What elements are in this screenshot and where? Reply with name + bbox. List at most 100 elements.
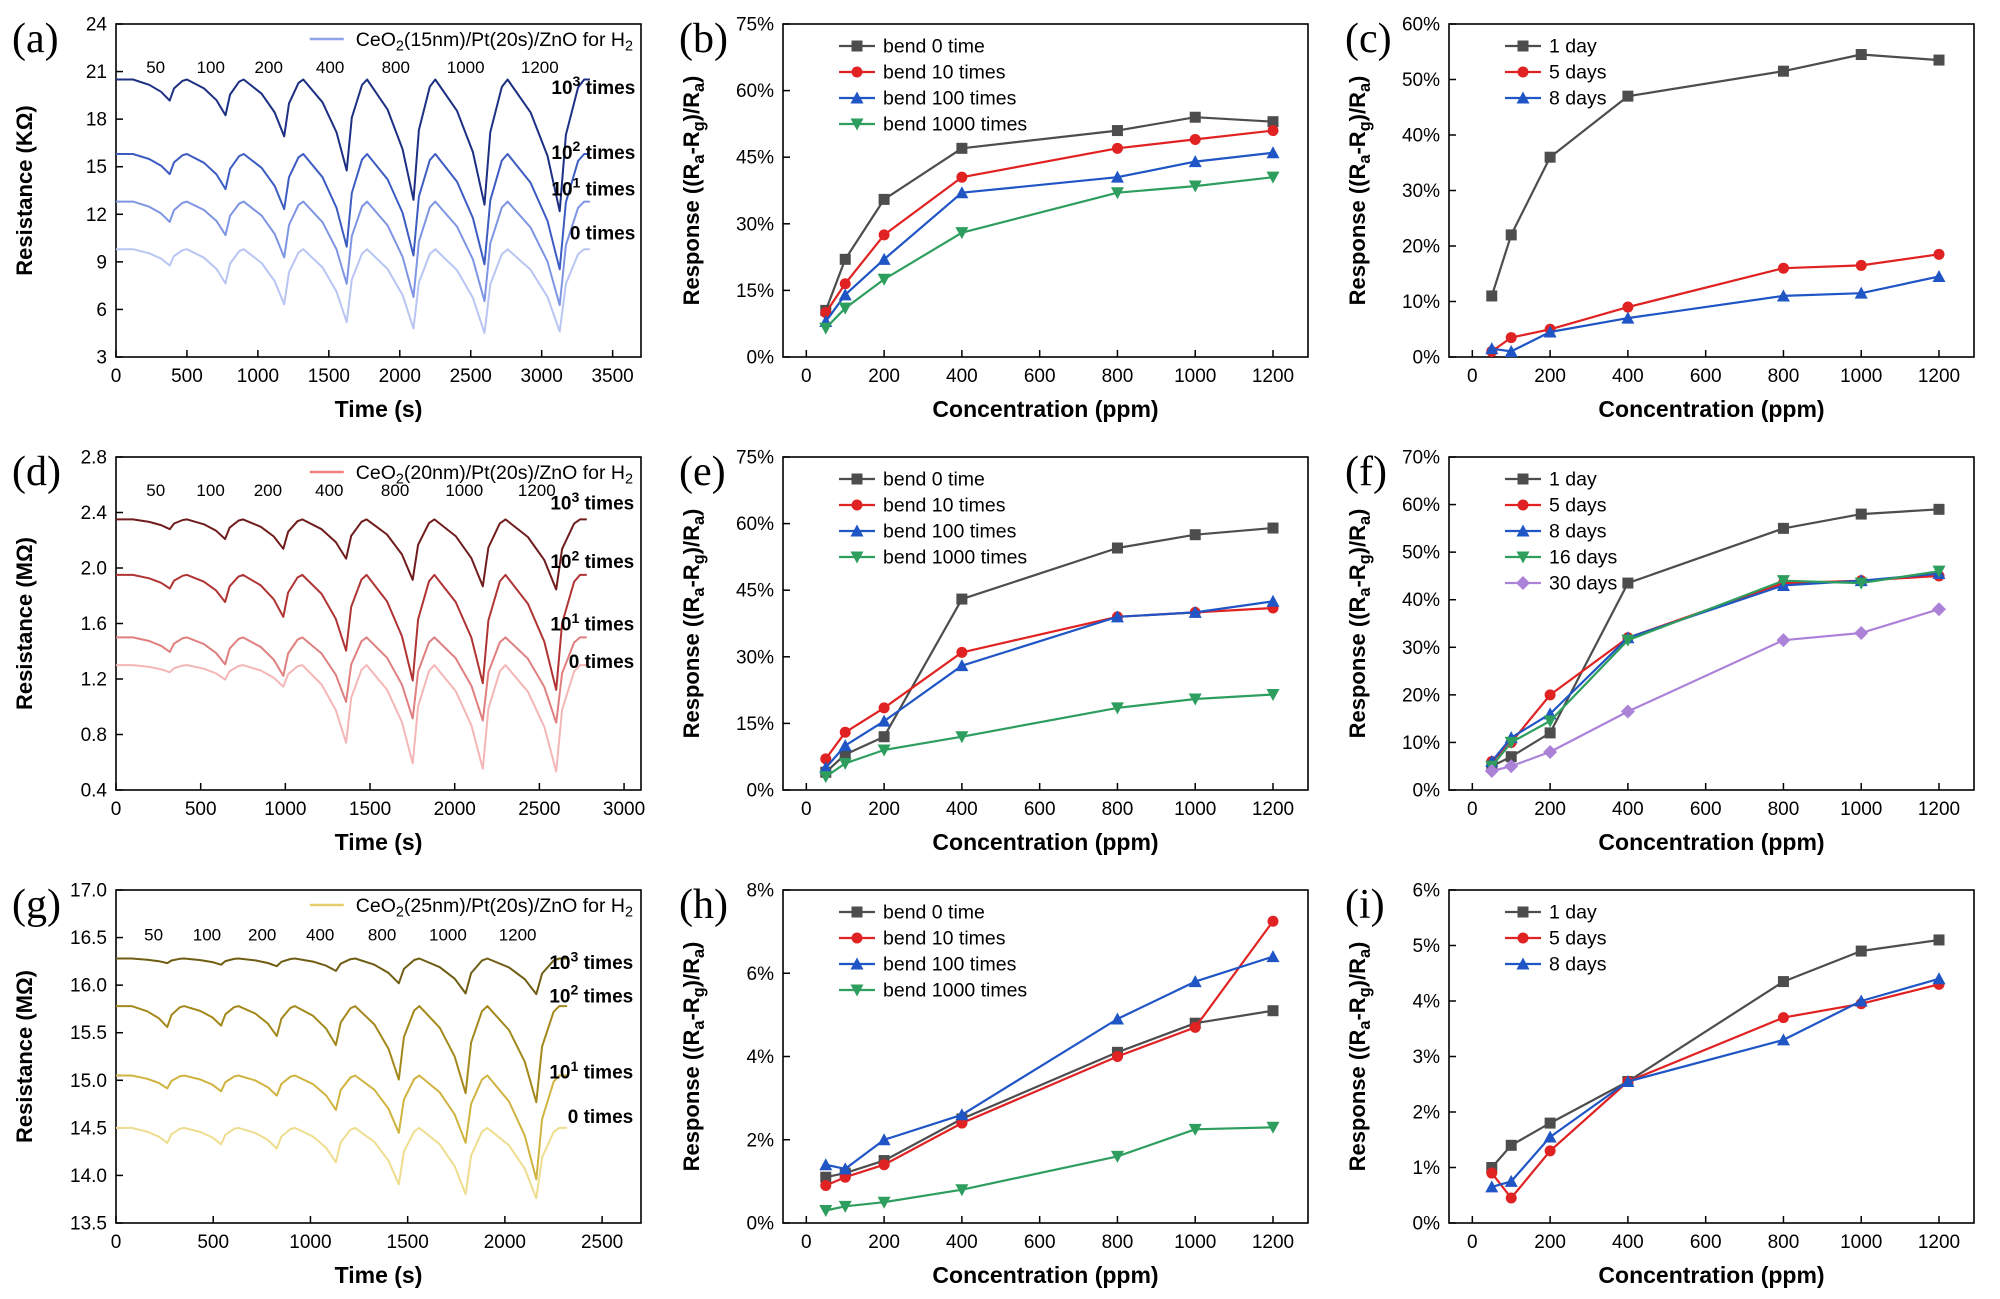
svg-text:16.0: 16.0 <box>70 976 107 997</box>
svg-text:100: 100 <box>193 925 221 944</box>
svg-text:0%: 0% <box>746 781 774 802</box>
svg-text:1 day: 1 day <box>1549 36 1597 58</box>
svg-text:4%: 4% <box>746 1047 774 1068</box>
svg-text:1000: 1000 <box>445 481 483 500</box>
svg-text:0 times: 0 times <box>570 224 635 245</box>
svg-text:600: 600 <box>1690 799 1722 820</box>
svg-text:200: 200 <box>868 799 900 820</box>
svg-text:0 times: 0 times <box>568 1107 633 1128</box>
svg-text:400: 400 <box>306 925 334 944</box>
svg-text:(e): (e) <box>679 449 726 495</box>
panel-f-chart: 0 200 400 600 800 1000 1200 0% 10% 20% 30% 40% 50% 60… <box>1333 433 2000 866</box>
svg-text:30%: 30% <box>1402 181 1440 202</box>
svg-text:600: 600 <box>1023 799 1055 820</box>
svg-text:800: 800 <box>1101 1232 1133 1253</box>
svg-text:400: 400 <box>946 1232 978 1253</box>
svg-text:Time (s): Time (s) <box>335 396 423 422</box>
svg-text:(h): (h) <box>679 882 728 928</box>
svg-text:1.2: 1.2 <box>81 670 107 691</box>
svg-text:8 days: 8 days <box>1549 521 1607 543</box>
svg-text:1200: 1200 <box>1252 366 1294 387</box>
svg-text:100: 100 <box>196 481 224 500</box>
svg-text:bend 10 times: bend 10 times <box>883 495 1006 517</box>
svg-text:60%: 60% <box>736 81 774 102</box>
svg-text:bend 10 times: bend 10 times <box>883 62 1006 84</box>
svg-text:17.0: 17.0 <box>70 881 107 902</box>
svg-text:13.5: 13.5 <box>70 1214 107 1235</box>
svg-text:Concentration (ppm): Concentration (ppm) <box>1599 829 1825 855</box>
svg-text:Concentration (ppm): Concentration (ppm) <box>932 829 1158 855</box>
svg-text:8 days: 8 days <box>1549 954 1607 976</box>
svg-text:60%: 60% <box>736 514 774 535</box>
svg-text:(a): (a) <box>12 16 59 62</box>
svg-text:0: 0 <box>111 366 122 387</box>
svg-text:6%: 6% <box>746 964 774 985</box>
svg-text:200: 200 <box>868 366 900 387</box>
svg-text:1200: 1200 <box>499 925 537 944</box>
svg-text:15.5: 15.5 <box>70 1023 107 1044</box>
svg-text:0.8: 0.8 <box>81 725 107 746</box>
svg-text:30 days: 30 days <box>1549 573 1618 595</box>
svg-text:bend 0 time: bend 0 time <box>883 902 985 924</box>
panel-g-chart: 0 500 1000 1500 2000 2500 13.5 14.0 14.5 15.0 15.5… <box>0 866 667 1299</box>
svg-text:0: 0 <box>111 1232 122 1253</box>
svg-text:1200: 1200 <box>1252 1232 1294 1253</box>
svg-text:0: 0 <box>1467 1232 1478 1253</box>
svg-text:600: 600 <box>1023 366 1055 387</box>
svg-text:2.0: 2.0 <box>81 559 107 580</box>
svg-text:16 days: 16 days <box>1549 547 1618 569</box>
svg-text:3%: 3% <box>1413 1047 1441 1068</box>
svg-text:2500: 2500 <box>518 799 560 820</box>
panel-i-svg: 0 200 400 600 800 1000 1200 0% 1% 2% 3% 4% 5% 6% Conce… <box>1345 881 1976 1288</box>
svg-text:100: 100 <box>197 58 225 77</box>
svg-text:5 days: 5 days <box>1549 928 1607 950</box>
svg-text:0%: 0% <box>1413 781 1441 802</box>
svg-text:1000: 1000 <box>264 799 306 820</box>
svg-text:600: 600 <box>1023 1232 1055 1253</box>
svg-text:2000: 2000 <box>484 1232 526 1253</box>
svg-text:1000: 1000 <box>1840 366 1882 387</box>
svg-text:(f): (f) <box>1345 449 1387 495</box>
svg-text:(c): (c) <box>1345 16 1392 62</box>
svg-text:800: 800 <box>368 925 396 944</box>
svg-text:1500: 1500 <box>387 1232 429 1253</box>
svg-text:(d): (d) <box>12 449 61 495</box>
svg-text:1000: 1000 <box>429 925 467 944</box>
svg-text:103 times: 103 times <box>550 489 634 515</box>
svg-text:0: 0 <box>801 799 812 820</box>
svg-text:18: 18 <box>86 110 107 131</box>
svg-text:bend 100 times: bend 100 times <box>883 521 1017 543</box>
svg-text:1 day: 1 day <box>1549 902 1597 924</box>
svg-text:30%: 30% <box>736 214 774 235</box>
svg-text:10%: 10% <box>1402 292 1440 313</box>
svg-text:1200: 1200 <box>521 58 559 77</box>
svg-text:15%: 15% <box>736 281 774 302</box>
svg-text:101 times: 101 times <box>549 1058 633 1084</box>
svg-text:0%: 0% <box>1413 348 1441 369</box>
svg-text:0%: 0% <box>746 1214 774 1235</box>
svg-text:Resistance (KΩ): Resistance (KΩ) <box>12 105 37 275</box>
svg-text:3000: 3000 <box>603 799 645 820</box>
svg-text:Response ((Ra-Rg)/Ra): Response ((Ra-Rg)/Ra) <box>1345 509 1374 739</box>
panel-d-svg: 0 500 1000 1500 2000 2500 3000 0.4 0.8 1.2 1.6 2.0 2… <box>12 448 645 856</box>
svg-text:101 times: 101 times <box>550 610 634 636</box>
svg-text:103 times: 103 times <box>549 948 633 974</box>
svg-text:600: 600 <box>1690 1232 1722 1253</box>
svg-text:70%: 70% <box>1402 448 1440 469</box>
svg-text:50: 50 <box>146 481 165 500</box>
svg-text:30%: 30% <box>736 647 774 668</box>
svg-text:Concentration (ppm): Concentration (ppm) <box>1599 396 1825 422</box>
svg-text:16.5: 16.5 <box>70 928 107 949</box>
svg-text:3: 3 <box>96 348 107 369</box>
svg-text:14.5: 14.5 <box>70 1118 107 1139</box>
svg-text:1000: 1000 <box>1174 799 1216 820</box>
svg-text:103 times: 103 times <box>551 73 635 99</box>
svg-text:1200: 1200 <box>1918 1232 1960 1253</box>
svg-text:Response ((Ra-Rg)/Ra): Response ((Ra-Rg)/Ra) <box>1345 76 1374 306</box>
svg-text:1.6: 1.6 <box>81 614 107 635</box>
svg-text:75%: 75% <box>736 15 774 36</box>
svg-text:0.4: 0.4 <box>81 781 108 802</box>
svg-text:800: 800 <box>382 58 410 77</box>
svg-text:15.0: 15.0 <box>70 1071 107 1092</box>
svg-text:50%: 50% <box>1402 543 1440 564</box>
